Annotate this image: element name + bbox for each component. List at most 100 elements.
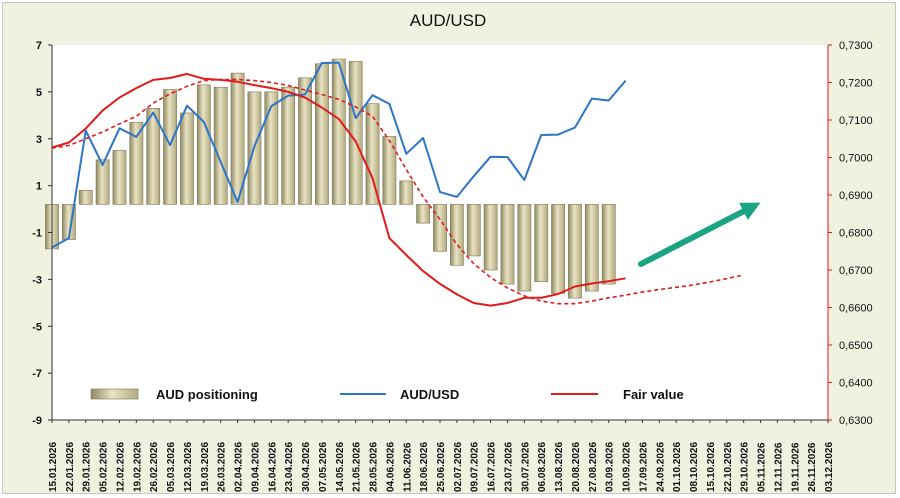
x-tick-label: 03.09.2026 <box>605 442 616 492</box>
right-tick-label: 0,7300 <box>839 40 873 52</box>
x-tick-label: 28.05.2026 <box>369 442 380 492</box>
x-tick-label: 05.02.2026 <box>99 442 110 492</box>
bar-aud-positioning <box>449 204 464 266</box>
x-tick-label: 23.07.2026 <box>503 442 514 492</box>
x-tick-label: 19.02.2026 <box>132 442 143 492</box>
x-tick-label: 09.07.2026 <box>470 442 481 492</box>
x-tick-label: 26.02.2026 <box>149 442 160 492</box>
bar-aud-positioning <box>399 180 414 205</box>
bar-aud-positioning <box>365 103 380 205</box>
bar-aud-positioning <box>433 204 447 252</box>
bar-aud-positioning <box>551 204 565 294</box>
x-tick-label: 07.05.2026 <box>318 442 329 492</box>
bar-aud-positioning <box>112 150 127 205</box>
left-tick-label: 3 <box>36 134 42 146</box>
x-tick-label: 25.06.2026 <box>436 442 447 492</box>
x-tick-label: 18.06.2026 <box>419 442 430 492</box>
left-tick-label: 7 <box>36 40 42 52</box>
bar-aud-positioning <box>534 204 549 283</box>
x-tick-label: 29.01.2026 <box>82 442 93 492</box>
left-tick-label: -1 <box>32 228 42 240</box>
legend-label-fair-value: Fair value <box>623 387 684 402</box>
bar-aud-positioning <box>601 204 616 285</box>
bar-aud-positioning <box>196 84 211 205</box>
right-tick-label: 0,6500 <box>839 340 873 352</box>
bar-aud-positioning <box>180 112 194 205</box>
x-tick-label: 15.01.2026 <box>48 442 59 492</box>
x-tick-label: 16.04.2026 <box>267 442 278 492</box>
right-tick-label: 0,6900 <box>839 190 873 202</box>
x-tick-label: 04.06.2026 <box>385 442 396 492</box>
bar-aud-positioning <box>213 86 228 205</box>
bar-aud-positioning <box>95 159 110 205</box>
bar-aud-positioning <box>382 136 397 205</box>
right-tick-label: 0,6700 <box>839 265 873 277</box>
bar-aud-positioning <box>517 204 532 292</box>
x-tick-label: 03.12.2026 <box>824 442 835 492</box>
x-tick-label: 01.10.2026 <box>672 442 683 492</box>
x-tick-label: 22.01.2026 <box>65 442 76 492</box>
x-tick-label: 12.03.2026 <box>183 442 194 492</box>
x-tick-label: 05.11.2026 <box>757 442 768 492</box>
bar-aud-positioning <box>230 72 245 205</box>
x-tick-label: 10.09.2026 <box>622 442 633 492</box>
x-tick-label: 08.10.2026 <box>689 442 700 492</box>
bar-aud-positioning <box>568 204 582 299</box>
x-tick-label: 24.09.2026 <box>655 442 666 492</box>
legend-label-aud-positioning: AUD positioning <box>156 387 258 402</box>
x-tick-label: 26.03.2026 <box>217 442 228 492</box>
x-tick-label: 17.09.2026 <box>638 442 649 492</box>
line-fair-value <box>51 72 626 307</box>
x-tick-label: 11.06.2026 <box>402 442 413 492</box>
x-tick-label: 30.07.2026 <box>520 442 531 492</box>
bar-aud-positioning <box>281 86 296 205</box>
bar-aud-positioning <box>500 204 515 285</box>
bar-aud-positioning <box>78 190 93 205</box>
x-tick-label: 09.04.2026 <box>250 442 261 492</box>
x-tick-label: 12.02.2026 <box>115 442 126 492</box>
bar-aud-positioning <box>584 204 599 292</box>
chart-title: AUD/USD <box>410 11 487 30</box>
right-tick-label: 0,7200 <box>839 78 873 90</box>
bar-aud-positioning <box>298 77 312 205</box>
bar-aud-positioning <box>163 89 177 205</box>
right-tick-label: 0,7100 <box>839 115 873 127</box>
left-tick-label: -3 <box>32 274 42 286</box>
x-tick-label: 15.10.2026 <box>706 442 717 492</box>
x-tick-label: 26.11.2026 <box>807 442 818 492</box>
bar-aud-positioning <box>264 91 279 205</box>
left-tick-label: 5 <box>36 87 42 99</box>
x-tick-label: 27.08.2026 <box>588 442 599 492</box>
bar-aud-positioning <box>146 107 161 205</box>
x-tick-label: 13.08.2026 <box>554 442 565 492</box>
x-tick-label: 05.03.2026 <box>166 442 177 492</box>
right-tick-label: 0,6600 <box>839 303 873 315</box>
legend-swatch-aud-positioning <box>90 388 139 400</box>
right-tick-label: 0,6300 <box>839 415 873 427</box>
x-tick-label: 02.04.2026 <box>234 442 245 492</box>
left-tick-label: 1 <box>36 181 42 193</box>
x-tick-label: 20.08.2026 <box>571 442 582 492</box>
x-tick-label: 14.05.2026 <box>335 442 346 492</box>
x-tick-label: 19.03.2026 <box>200 442 211 492</box>
bar-aud-positioning <box>129 122 144 205</box>
line-aud-usd <box>51 61 627 249</box>
right-tick-label: 0,6800 <box>839 228 873 240</box>
bar-aud-positioning <box>315 63 329 205</box>
x-tick-label: 19.11.2026 <box>790 442 801 492</box>
bar-aud-positioning <box>331 58 346 205</box>
x-tick-label: 21.05.2026 <box>352 442 363 492</box>
x-tick-label: 12.11.2026 <box>773 442 784 492</box>
x-tick-label: 02.07.2026 <box>453 442 464 492</box>
x-tick-label: 22.10.2026 <box>723 442 734 492</box>
legend-label-aud-usd: AUD/USD <box>400 387 459 402</box>
x-tick-label: 30.04.2026 <box>301 442 312 492</box>
right-tick-label: 0,7000 <box>839 153 873 165</box>
bar-aud-positioning <box>416 204 431 224</box>
bar-aud-positioning <box>466 204 481 257</box>
left-tick-label: -7 <box>32 368 42 380</box>
x-tick-label: 29.10.2026 <box>740 442 751 492</box>
x-tick-label: 16.07.2026 <box>487 442 498 492</box>
line-fair-value-forecast <box>51 78 744 305</box>
